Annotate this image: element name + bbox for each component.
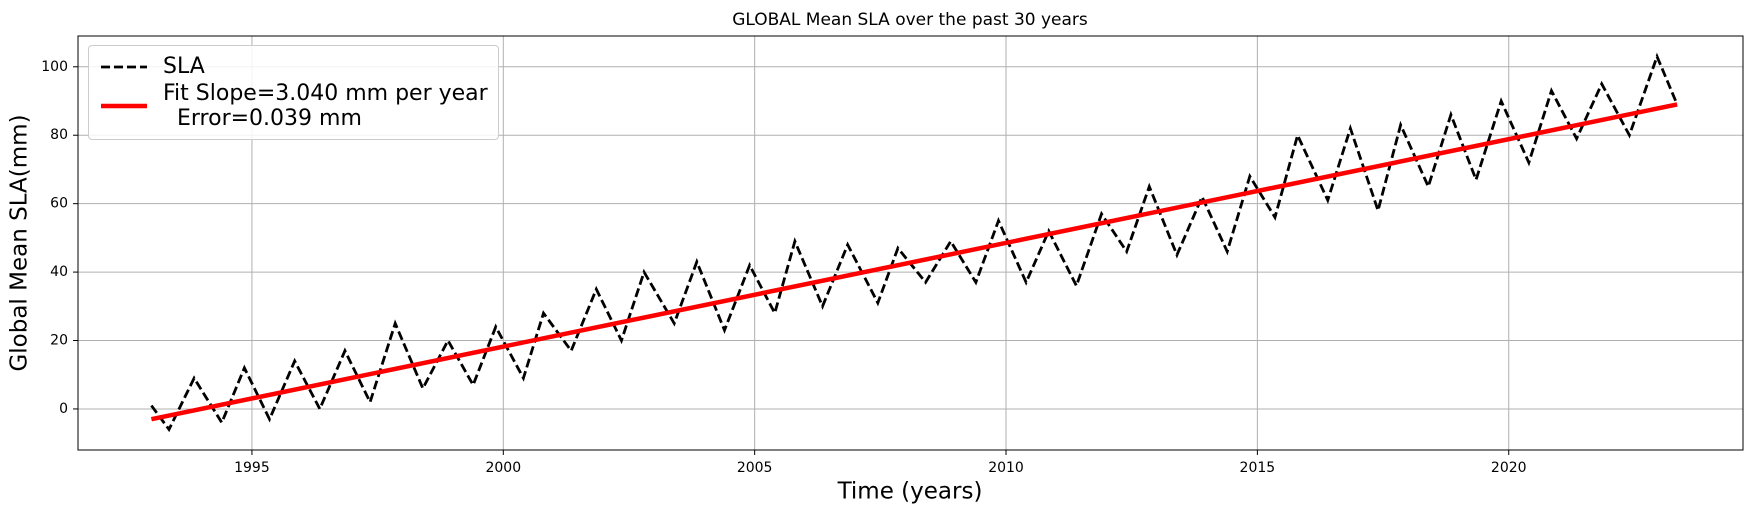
- chart-title: GLOBAL Mean SLA over the past 30 years: [732, 10, 1088, 30]
- legend-entry: Fit Slope=3.040 mm per year Error=0.039 …: [99, 81, 488, 131]
- y-tick-label: 0: [59, 401, 68, 417]
- plot-frame: [77, 35, 1744, 451]
- legend-swatch: [101, 65, 147, 68]
- y-axis-label: Global Mean SLA(mm): [7, 114, 33, 371]
- y-tick-label: 60: [50, 196, 68, 212]
- legend-entry: SLA: [99, 54, 488, 79]
- legend: SLA Fit Slope=3.040 mm per year Error=0.0…: [88, 45, 499, 140]
- x-tick-label: 2005: [737, 460, 773, 476]
- y-tick-label: 80: [50, 127, 68, 143]
- y-tick-label: 20: [50, 333, 68, 349]
- y-tick-label: 40: [50, 264, 68, 280]
- x-tick-label: 2010: [988, 460, 1024, 476]
- x-tick-label: 2000: [485, 460, 521, 476]
- legend-label: Fit Slope=3.040 mm per year Error=0.039 …: [163, 81, 488, 131]
- y-tick-label: 100: [41, 59, 68, 75]
- series-line: [150, 102, 1678, 422]
- x-tick-label: 2015: [1240, 460, 1276, 476]
- legend-swatch: [101, 103, 147, 109]
- series-line: [150, 52, 1679, 433]
- x-axis-label: Time (years): [837, 479, 983, 505]
- x-tick-label: 2020: [1491, 460, 1527, 476]
- x-tick-label: 1995: [234, 460, 270, 476]
- legend-label: SLA: [163, 54, 205, 79]
